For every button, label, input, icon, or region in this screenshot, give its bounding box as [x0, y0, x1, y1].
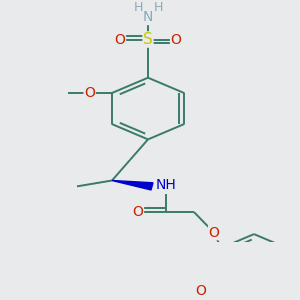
Text: O: O [115, 32, 125, 46]
Text: S: S [143, 32, 153, 47]
Text: H: H [133, 1, 143, 14]
Text: N: N [143, 11, 153, 25]
Text: O: O [171, 32, 182, 46]
Polygon shape [112, 181, 153, 190]
Text: H: H [153, 1, 163, 14]
Text: NH: NH [156, 178, 176, 192]
Text: O: O [196, 284, 206, 298]
Text: O: O [84, 86, 95, 100]
Text: O: O [208, 226, 219, 240]
Text: O: O [133, 205, 143, 219]
